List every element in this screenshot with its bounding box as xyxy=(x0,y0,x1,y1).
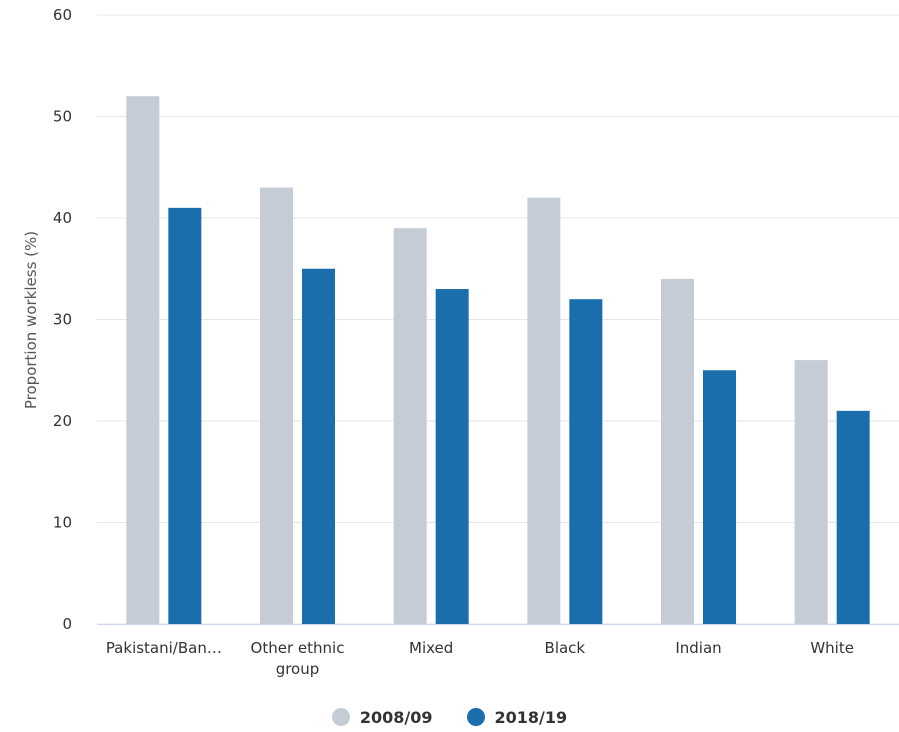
y-tick-label: 0 xyxy=(62,615,72,633)
x-tick-label: group xyxy=(276,660,320,678)
x-tick-label: Indian xyxy=(675,639,721,657)
bar-chart: 0 10 20 30 40 50 60 Pakistani/Ban… Other ethnic g… xyxy=(22,6,899,678)
bar-2018-19-4[interactable] xyxy=(703,370,736,624)
y-tick-label: 40 xyxy=(53,209,72,227)
y-tick-label: 10 xyxy=(53,514,72,532)
bar-2018-19-0[interactable] xyxy=(168,207,202,624)
x-tick-label: Pakistani/Ban… xyxy=(106,639,222,657)
y-tick-label: 30 xyxy=(53,311,72,329)
legend: 2008/09 2018/19 xyxy=(0,702,899,732)
y-axis-title: Proportion workless (%) xyxy=(22,231,40,409)
bar-2008-09-5[interactable] xyxy=(794,360,828,624)
x-tick-label: White xyxy=(810,639,854,657)
x-tick-label: Black xyxy=(545,639,586,657)
bar-2008-09-2[interactable] xyxy=(393,228,427,624)
legend-item-2008-09[interactable]: 2008/09 xyxy=(331,707,433,727)
x-tick-label: Other ethnic xyxy=(251,639,345,657)
legend-label-2008-09: 2008/09 xyxy=(359,707,433,727)
y-tick-label: 60 xyxy=(53,6,72,24)
legend-label-2018-19: 2018/19 xyxy=(494,707,568,727)
bars xyxy=(126,96,870,625)
bar-2008-09-4[interactable] xyxy=(661,278,694,624)
legend-marker-2008-09 xyxy=(331,708,350,726)
bar-2018-19-2[interactable] xyxy=(435,289,469,624)
bar-2008-09-1[interactable] xyxy=(260,187,293,625)
x-tick-label: Mixed xyxy=(409,639,453,657)
bar-2018-19-5[interactable] xyxy=(836,410,870,624)
gridlines xyxy=(97,14,899,625)
bar-2008-09-3[interactable] xyxy=(527,197,561,624)
bar-2018-19-3[interactable] xyxy=(569,299,603,624)
axes: 0 10 20 30 40 50 60 Pakistani/Ban… Other ethnic g… xyxy=(53,6,899,678)
bar-2008-09-0[interactable] xyxy=(126,96,160,624)
legend-item-2018-19[interactable]: 2018/19 xyxy=(466,707,568,727)
bar-2018-19-1[interactable] xyxy=(302,268,335,624)
legend-marker-2018-19 xyxy=(466,708,485,726)
y-tick-label: 20 xyxy=(53,412,72,430)
y-tick-label: 50 xyxy=(53,108,72,126)
